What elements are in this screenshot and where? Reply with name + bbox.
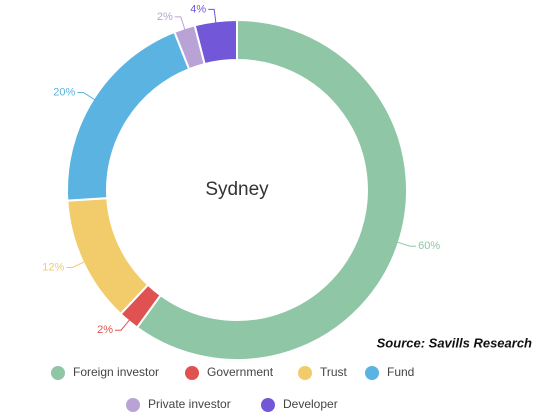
donut-segment: [193, 18, 238, 66]
legend-marker: [126, 398, 140, 412]
source-note: Source: Savills Research: [377, 335, 532, 350]
value-label: 20%: [53, 86, 75, 98]
legend-label: Government: [207, 365, 274, 379]
value-label: 12%: [42, 261, 64, 273]
legend-marker: [51, 366, 65, 380]
legend-marker: [365, 366, 379, 380]
center-label: Sydney: [205, 179, 269, 200]
donut-segment: [66, 197, 150, 316]
donut-segment: [66, 30, 191, 202]
value-label: 4%: [190, 3, 206, 15]
leader-line: [396, 241, 417, 247]
value-label: 2%: [97, 324, 113, 336]
leader-line: [174, 16, 186, 31]
value-label: 2%: [157, 11, 173, 23]
legend-label: Fund: [387, 365, 414, 379]
value-label: 60%: [418, 240, 440, 252]
legend-label: Private investor: [148, 397, 231, 411]
legend-marker: [298, 366, 312, 380]
legend-marker: [185, 366, 199, 380]
donut-segment: [135, 18, 408, 361]
leader-line: [77, 91, 96, 101]
legend-label: Developer: [283, 397, 338, 411]
leader-line: [114, 319, 131, 331]
legend-label: Foreign investor: [73, 365, 159, 379]
leader-line: [66, 261, 86, 268]
legend-label: Trust: [320, 365, 348, 379]
leader-line: [208, 8, 217, 24]
legend-marker: [261, 398, 275, 412]
